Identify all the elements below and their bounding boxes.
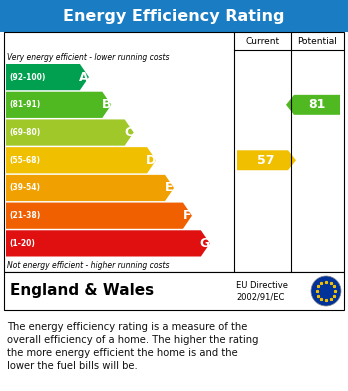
Text: Potential: Potential xyxy=(298,36,338,45)
Text: (39-54): (39-54) xyxy=(9,183,40,192)
Bar xyxy=(4,32,344,272)
Text: Current: Current xyxy=(245,36,279,45)
Polygon shape xyxy=(6,64,89,90)
Text: A: A xyxy=(79,71,89,84)
Polygon shape xyxy=(6,92,111,118)
Polygon shape xyxy=(237,150,296,170)
Text: D: D xyxy=(146,154,156,167)
Text: E: E xyxy=(165,181,173,194)
Text: (69-80): (69-80) xyxy=(9,128,40,137)
Polygon shape xyxy=(6,175,174,201)
Polygon shape xyxy=(6,203,192,229)
Text: F: F xyxy=(183,209,191,222)
Polygon shape xyxy=(6,147,156,173)
Text: G: G xyxy=(200,237,210,250)
Text: B: B xyxy=(102,98,111,111)
Text: (21-38): (21-38) xyxy=(9,211,40,220)
Bar xyxy=(4,272,344,310)
Text: Energy Efficiency Rating: Energy Efficiency Rating xyxy=(63,9,285,23)
Text: Not energy efficient - higher running costs: Not energy efficient - higher running co… xyxy=(7,260,169,269)
Text: C: C xyxy=(124,126,133,139)
Polygon shape xyxy=(6,230,210,256)
Text: (92-100): (92-100) xyxy=(9,73,45,82)
Text: England & Wales: England & Wales xyxy=(10,283,154,298)
Text: The energy efficiency rating is a measure of the
overall efficiency of a home. T: The energy efficiency rating is a measur… xyxy=(7,322,259,371)
Text: (1-20): (1-20) xyxy=(9,239,35,248)
Polygon shape xyxy=(6,119,134,145)
Text: 57: 57 xyxy=(257,154,274,167)
Text: 81: 81 xyxy=(308,98,326,111)
Bar xyxy=(0,0,348,32)
Text: Very energy efficient - lower running costs: Very energy efficient - lower running co… xyxy=(7,52,169,61)
Circle shape xyxy=(311,276,341,306)
Text: (55-68): (55-68) xyxy=(9,156,40,165)
Text: 2002/91/EC: 2002/91/EC xyxy=(236,292,284,301)
Text: (81-91): (81-91) xyxy=(9,100,40,109)
Text: EU Directive: EU Directive xyxy=(236,280,288,289)
Polygon shape xyxy=(286,95,340,115)
